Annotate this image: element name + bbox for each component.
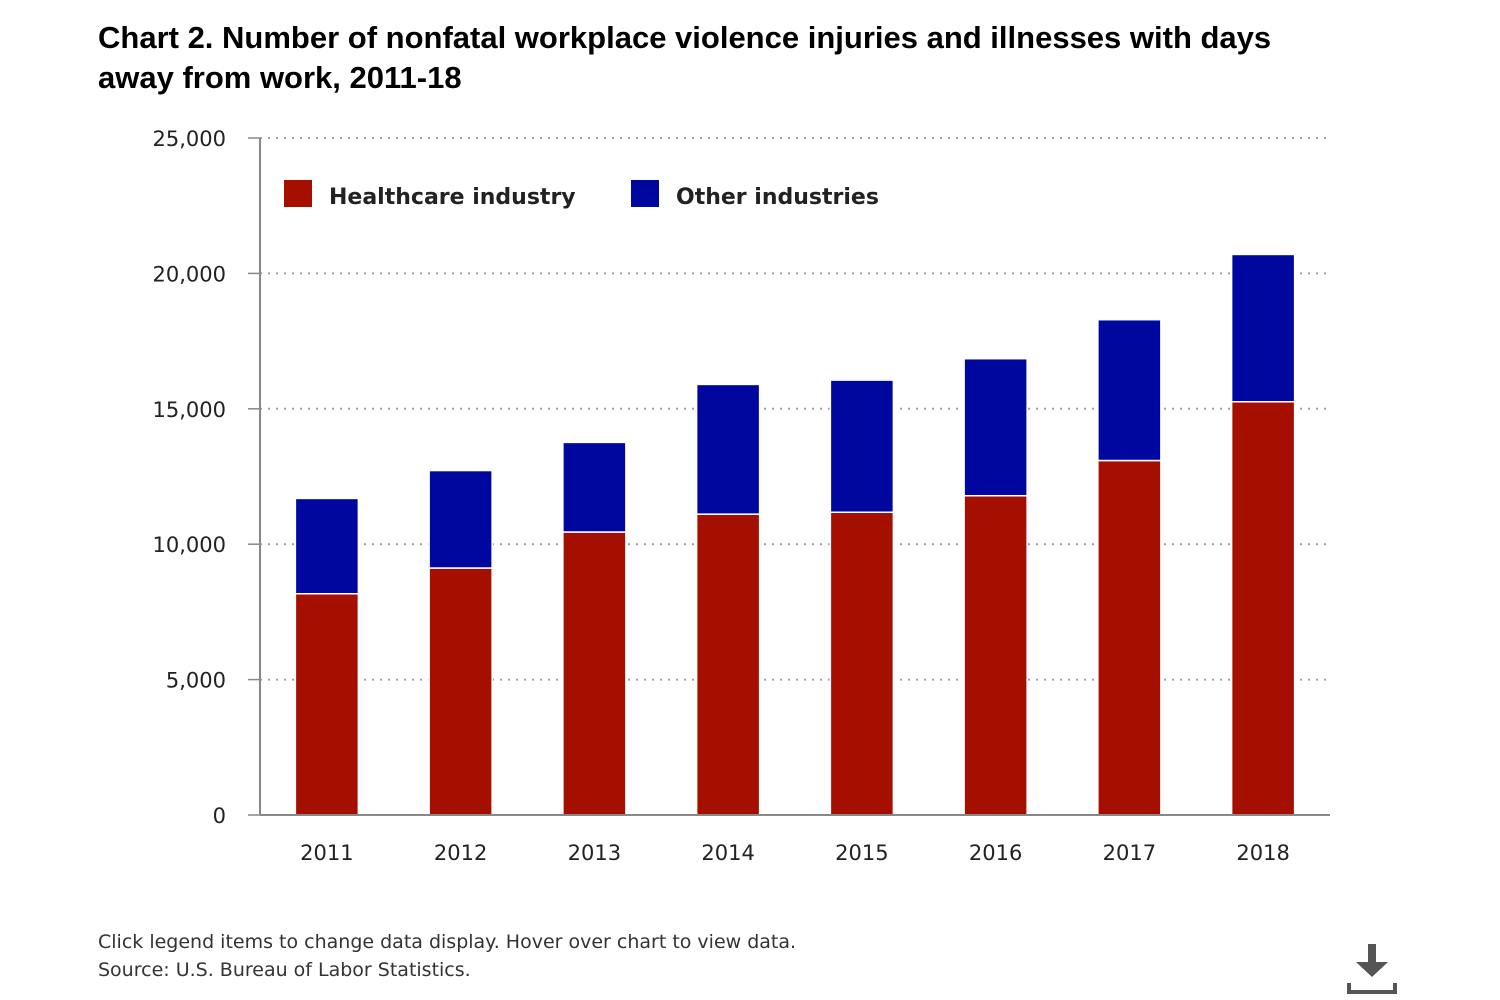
bar-healthcare-2012[interactable] — [428, 567, 493, 816]
y-tick-label: 25,000 — [153, 127, 226, 151]
y-tick-label: 5,000 — [166, 669, 226, 693]
bar-other-2016[interactable] — [963, 357, 1028, 497]
chart-title: Chart 2. Number of nonfatal workplace vi… — [98, 20, 1272, 95]
footer-source: Source: U.S. Bureau of Labor Statistics. — [98, 959, 471, 981]
download-button[interactable] — [1345, 940, 1399, 996]
x-tick-label: 2014 — [701, 841, 754, 865]
legend-swatch — [284, 180, 312, 207]
x-tick-label: 2015 — [835, 841, 888, 865]
legend-label: Healthcare industry — [329, 185, 576, 210]
bar-healthcare-2018[interactable] — [1230, 401, 1296, 816]
bar-healthcare-2016[interactable] — [963, 494, 1028, 816]
download-icon — [1347, 944, 1397, 994]
x-tick-label: 2017 — [1103, 841, 1156, 865]
y-tick-label: 15,000 — [153, 398, 226, 422]
y-tick-label: 0 — [213, 804, 226, 828]
y-tick-label: 10,000 — [153, 533, 226, 557]
bar-other-2012[interactable] — [428, 469, 493, 569]
bar-healthcare-2017[interactable] — [1097, 459, 1162, 816]
x-tick-label: 2012 — [434, 841, 487, 865]
chart-footer: Click legend items to change data displa… — [98, 928, 796, 984]
bar-other-2018[interactable] — [1230, 253, 1296, 403]
legend-swatch — [631, 180, 659, 207]
bar-other-2015[interactable] — [829, 379, 895, 513]
x-tick-label: 2018 — [1236, 841, 1289, 865]
x-tick-label: 2011 — [300, 841, 353, 865]
bar-other-2013[interactable] — [562, 441, 627, 533]
chart-area[interactable]: 0 5,000 10,000 15,000 20,000 25,000 2011 2012 20… — [0, 110, 1500, 900]
legend-item-other[interactable]: Other industries — [631, 180, 879, 210]
x-tick-label: 2013 — [568, 841, 621, 865]
bar-other-2014[interactable] — [695, 383, 761, 515]
bar-healthcare-2014[interactable] — [695, 513, 761, 816]
bar-healthcare-2013[interactable] — [562, 531, 627, 816]
y-tick-label: 20,000 — [153, 262, 226, 286]
footer-note: Click legend items to change data displa… — [98, 931, 797, 953]
bar-healthcare-2015[interactable] — [829, 511, 895, 816]
bar-other-2017[interactable] — [1097, 318, 1162, 462]
legend-label: Other industries — [676, 185, 879, 210]
legend-item-healthcare[interactable]: Healthcare industry — [284, 180, 576, 210]
x-tick-label: 2016 — [969, 841, 1022, 865]
bar-healthcare-2011[interactable] — [294, 593, 360, 816]
bar-other-2011[interactable] — [294, 497, 360, 595]
